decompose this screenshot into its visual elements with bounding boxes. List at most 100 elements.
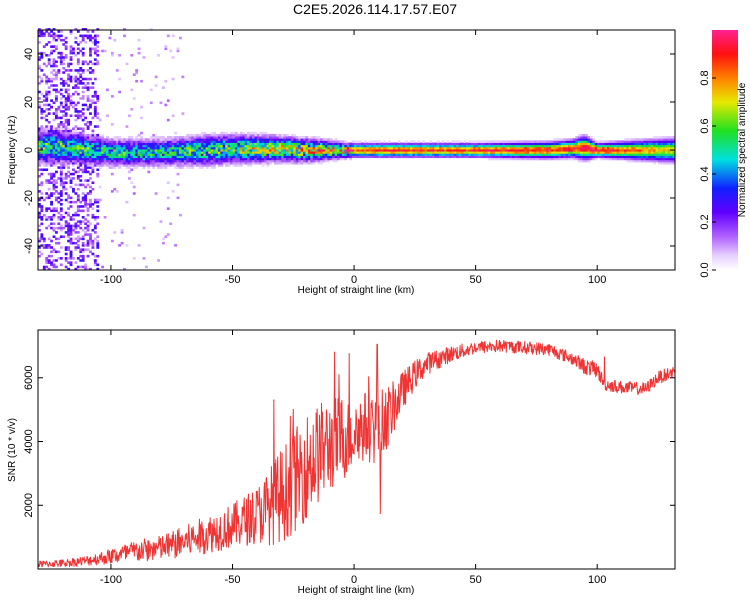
spectrogram-cell	[86, 136, 90, 139]
spectrogram-cell	[276, 144, 280, 148]
spectrogram-cell	[50, 30, 53, 33]
spectrogram-cell	[541, 140, 545, 143]
spectrogram-cell	[40, 153, 44, 156]
spectrogram-cell	[96, 263, 100, 267]
spectrogram-cell	[558, 155, 562, 159]
spectrogram-cell	[59, 162, 63, 165]
spectrogram-cell	[424, 144, 428, 148]
spectrogram-cell	[64, 103, 68, 107]
spectrogram-cell	[96, 45, 100, 48]
spectrogram-cell	[45, 257, 49, 260]
spectrogram-cell	[93, 95, 97, 98]
spectrogram-cell	[334, 155, 338, 159]
spectrogram-cell	[213, 144, 216, 148]
spectrogram-cell	[72, 153, 75, 156]
spectrogram-cell	[62, 138, 66, 141]
spectrogram-cell	[633, 157, 637, 161]
spectrogram-cell	[40, 112, 44, 115]
spectrogram-cell	[361, 144, 365, 148]
spectrogram-cell	[198, 142, 202, 146]
spectrogram-cell	[81, 159, 85, 163]
spectrogram-cell	[320, 149, 323, 152]
spectrogram-cell	[341, 144, 345, 148]
spectrogram-cell	[174, 149, 177, 152]
spectrogram-cell	[132, 151, 136, 154]
spectrogram-cell	[62, 153, 66, 156]
spectrogram-cell	[47, 172, 51, 176]
spectrogram-cell	[69, 254, 73, 258]
spectrogram-cell	[62, 66, 66, 70]
spectrogram-cell	[251, 131, 255, 135]
spectrogram-cell	[366, 144, 370, 148]
spectrogram-x-tick-label: -50	[225, 274, 241, 286]
spectrogram-cell	[285, 157, 289, 161]
spectrogram-cell	[84, 244, 88, 247]
spectrogram-cell	[40, 92, 44, 96]
spectrogram-cell	[640, 153, 644, 156]
spectrogram-cell	[633, 144, 637, 148]
spectrogram-cell	[475, 149, 479, 152]
spectrogram-cell	[135, 136, 139, 139]
spectrogram-cell	[621, 155, 625, 159]
spectrogram-cell	[288, 151, 292, 154]
spectrogram-cell	[215, 157, 219, 161]
spectrogram-cell	[521, 146, 525, 150]
spectrogram-cell	[543, 142, 547, 146]
spectrogram-cell	[57, 222, 61, 226]
spectrogram-cell	[339, 157, 343, 161]
spectrogram-cell	[45, 168, 49, 172]
spectrogram-cell	[414, 149, 418, 152]
spectrogram-cell	[636, 149, 639, 152]
spectrogram-cell	[307, 140, 311, 143]
spectrogram-cell	[74, 159, 78, 163]
spectrogram-cell	[76, 174, 80, 178]
spectrogram-cell	[135, 159, 139, 163]
spectrogram-cell	[50, 84, 53, 87]
spectrogram-cell	[162, 140, 165, 143]
spectrogram-cell	[276, 140, 280, 143]
spectrogram-cell	[205, 159, 209, 163]
spectrogram-cell	[303, 146, 306, 150]
spectrogram-cell	[419, 146, 423, 150]
spectrogram-cell	[239, 151, 243, 154]
spectrogram-cell	[461, 151, 464, 154]
spectrogram-cell	[290, 142, 294, 146]
spectrogram-cell	[327, 153, 331, 156]
spectrogram-cell	[130, 108, 134, 111]
spectrogram-cell	[144, 144, 148, 148]
spectrogram-cell	[242, 146, 246, 150]
spectrogram-cell	[580, 155, 584, 159]
spectrogram-cell	[422, 151, 425, 154]
spectrogram-cell	[130, 151, 134, 154]
spectrogram-cell	[47, 79, 51, 83]
spectrogram-cell	[339, 153, 343, 156]
spectrogram-cell	[157, 259, 160, 262]
spectrogram-cell	[514, 149, 518, 152]
spectrogram-cell	[273, 133, 277, 137]
spectrogram-cell	[587, 138, 591, 141]
spectrogram-cell	[64, 41, 68, 44]
spectrogram-cell	[315, 138, 318, 141]
spectrogram-cell	[84, 203, 88, 206]
spectrogram-cell	[157, 140, 160, 143]
spectrogram-cell	[283, 155, 287, 159]
spectrogram-cell	[213, 151, 216, 154]
spectrogram-cell	[222, 162, 226, 165]
spectrogram-cell	[52, 181, 56, 184]
spectrogram-cell	[45, 207, 49, 210]
spectrogram-cell	[93, 110, 97, 113]
spectrogram-cell	[196, 133, 199, 137]
spectrogram-cell	[47, 196, 51, 200]
spectrogram-cell	[74, 246, 78, 249]
spectrogram-cell	[332, 144, 336, 148]
spectrogram-cell	[495, 142, 498, 146]
spectrogram-cell	[93, 136, 97, 139]
spectrogram-cell	[174, 140, 177, 143]
spectrogram-cell	[448, 142, 452, 146]
spectrogram-cell	[93, 49, 97, 53]
spectrogram-cell	[76, 69, 80, 72]
spectrogram-cell	[307, 162, 311, 165]
spectrogram-cell	[123, 159, 126, 163]
spectrogram-cell	[487, 157, 491, 161]
spectrogram-cell	[215, 151, 219, 154]
